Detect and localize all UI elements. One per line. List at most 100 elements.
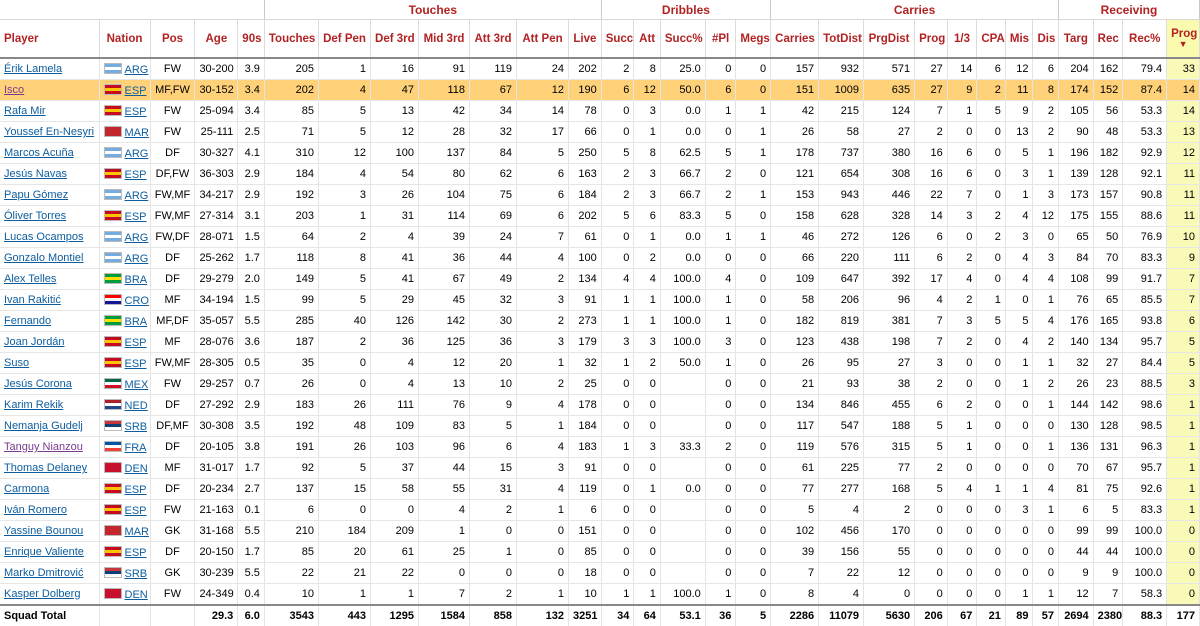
nation-link[interactable]: BRA [124, 315, 148, 328]
player-link[interactable]: Jesús Navas [4, 168, 67, 180]
cell-cpa: 0 [976, 583, 1006, 606]
col-pos[interactable]: Pos [150, 19, 196, 59]
nation-link[interactable]: DEN [124, 588, 148, 601]
col-90s[interactable]: 90s [237, 19, 265, 59]
cell-touches: 210 [264, 520, 319, 542]
col-player[interactable]: Player [0, 19, 100, 59]
col-carries[interactable]: Carries [770, 19, 820, 59]
player-link[interactable]: Karim Rekik [4, 399, 64, 411]
nation-link[interactable]: ESP [124, 168, 147, 181]
player-link[interactable]: Joan Jordán [4, 336, 65, 348]
col-rec[interactable]: Rec [1093, 19, 1124, 59]
nation-link[interactable]: FRA [124, 441, 147, 454]
nation-link[interactable]: MEX [124, 378, 149, 391]
cell-def-3rd: 16 [370, 58, 419, 80]
cell-pos: MF,FW [150, 79, 196, 101]
col-nation[interactable]: Nation [99, 19, 151, 59]
col-touches[interactable]: Touches [264, 19, 319, 59]
cell-targ: 176 [1058, 310, 1094, 332]
table-row: Yassine Bounou MAR GK 31-168 5.5 210 184 209 1 0 0… [0, 520, 1200, 542]
player-link[interactable]: Óliver Torres [4, 210, 67, 222]
player-link[interactable]: Gonzalo Montiel [4, 252, 84, 264]
nation-link[interactable]: SRB [124, 567, 148, 580]
col-att-pen[interactable]: Att Pen [516, 19, 570, 59]
player-link[interactable]: Tanguy Nianzou [4, 441, 83, 453]
col-def-3rd[interactable]: Def 3rd [370, 19, 419, 59]
player-link[interactable]: Thomas Delaney [4, 462, 88, 474]
cell-receiving-prog: 3 [1166, 373, 1200, 395]
col-mis[interactable]: Mis [1005, 19, 1034, 59]
nation-link[interactable]: CRO [124, 294, 149, 307]
nation-link[interactable]: BRA [124, 273, 148, 286]
player-link[interactable]: Isco [4, 84, 25, 96]
col-receiving-prog-sorted[interactable]: Prog ▼ [1166, 19, 1200, 59]
col-final-third[interactable]: 1/3 [947, 19, 978, 59]
col-att[interactable]: Att [633, 19, 661, 59]
nation-link[interactable]: MAR [124, 525, 149, 538]
col-mid-3rd[interactable]: Mid 3rd [418, 19, 471, 59]
nation-link[interactable]: ESP [124, 357, 147, 370]
cell-live: 66 [568, 121, 602, 143]
nation-link[interactable]: ARG [124, 231, 149, 244]
player-link[interactable]: Fernando [4, 315, 52, 327]
nation-link[interactable]: ESP [124, 336, 147, 349]
cell-cpa: 0 [976, 520, 1006, 542]
cell-att-pen: 6 [516, 205, 570, 227]
col-rec-pct[interactable]: Rec% [1122, 19, 1168, 59]
table-row: Marko Dmitrović SRB GK 30-239 5.5 22 21 22 0 0 0 18… [0, 562, 1200, 584]
player-link[interactable]: Yassine Bounou [4, 525, 84, 537]
player-link[interactable]: Alex Telles [4, 273, 57, 285]
col-megs[interactable]: Megs [735, 19, 772, 59]
col-live[interactable]: Live [568, 19, 602, 59]
cell-mis: 5 [1005, 142, 1034, 164]
player-link[interactable]: Ivan Rakitić [4, 294, 61, 306]
player-link[interactable]: Nemanja Gudelj [4, 420, 83, 432]
col-att-3rd[interactable]: Att 3rd [469, 19, 517, 59]
col-prgdist[interactable]: PrgDist [863, 19, 916, 59]
player-link[interactable]: Marcos Acuña [4, 147, 74, 159]
col-totdist[interactable]: TotDist [818, 19, 865, 59]
nation-link[interactable]: SRB [124, 420, 148, 433]
player-link[interactable]: Youssef En-Nesyri [4, 126, 95, 138]
col-dis[interactable]: Dis [1032, 19, 1059, 59]
nation-link[interactable]: ARG [124, 63, 149, 76]
nation-link[interactable]: NED [124, 399, 148, 412]
col-prog[interactable]: Prog [914, 19, 948, 59]
nation-link[interactable]: ESP [124, 105, 147, 118]
cell-mid-3rd: 42 [418, 100, 471, 122]
player-link[interactable]: Lucas Ocampos [4, 231, 84, 243]
nation-link[interactable]: ESP [124, 546, 147, 559]
player-link[interactable]: Érik Lamela [4, 63, 63, 75]
col-age[interactable]: Age [194, 19, 239, 59]
player-link[interactable]: Suso [4, 357, 30, 369]
nation-link[interactable]: ESP [124, 210, 147, 223]
col-def-pen[interactable]: Def Pen [318, 19, 372, 59]
player-link[interactable]: Marko Dmitrović [4, 567, 84, 579]
nation-link[interactable]: ESP [124, 504, 147, 517]
nation-link[interactable]: MAR [124, 126, 149, 139]
nation-link[interactable]: ARG [124, 189, 149, 202]
col-targ[interactable]: Targ [1058, 19, 1094, 59]
player-link[interactable]: Kasper Dolberg [4, 588, 81, 600]
player-link[interactable]: Jesús Corona [4, 378, 72, 390]
player-link[interactable]: Enrique Valiente [4, 546, 84, 558]
col-num-pl[interactable]: #Pl [705, 19, 737, 59]
player-link[interactable]: Papu Gómez [4, 189, 69, 201]
player-link[interactable]: Carmona [4, 483, 50, 495]
col-succ[interactable]: Succ [601, 19, 635, 59]
nation-link[interactable]: ARG [124, 147, 149, 160]
player-link[interactable]: Rafa Mir [4, 105, 46, 117]
player-link[interactable]: Iván Romero [4, 504, 67, 516]
cell-rec: 157 [1093, 184, 1124, 206]
cell-nation: ESP [99, 499, 151, 521]
cell-prgdist: 12 [863, 562, 916, 584]
cell-age: 30-327 [194, 142, 239, 164]
nation-link[interactable]: ESP [124, 483, 147, 496]
nation-link[interactable]: ARG [124, 252, 149, 265]
nation-link[interactable]: ESP [124, 84, 147, 97]
col-cpa[interactable]: CPA [976, 19, 1006, 59]
nation-link[interactable]: DEN [124, 462, 148, 475]
cell-def-3rd: 41 [370, 247, 419, 269]
col-succ-pct[interactable]: Succ% [660, 19, 706, 59]
cell-targ: 175 [1058, 205, 1094, 227]
